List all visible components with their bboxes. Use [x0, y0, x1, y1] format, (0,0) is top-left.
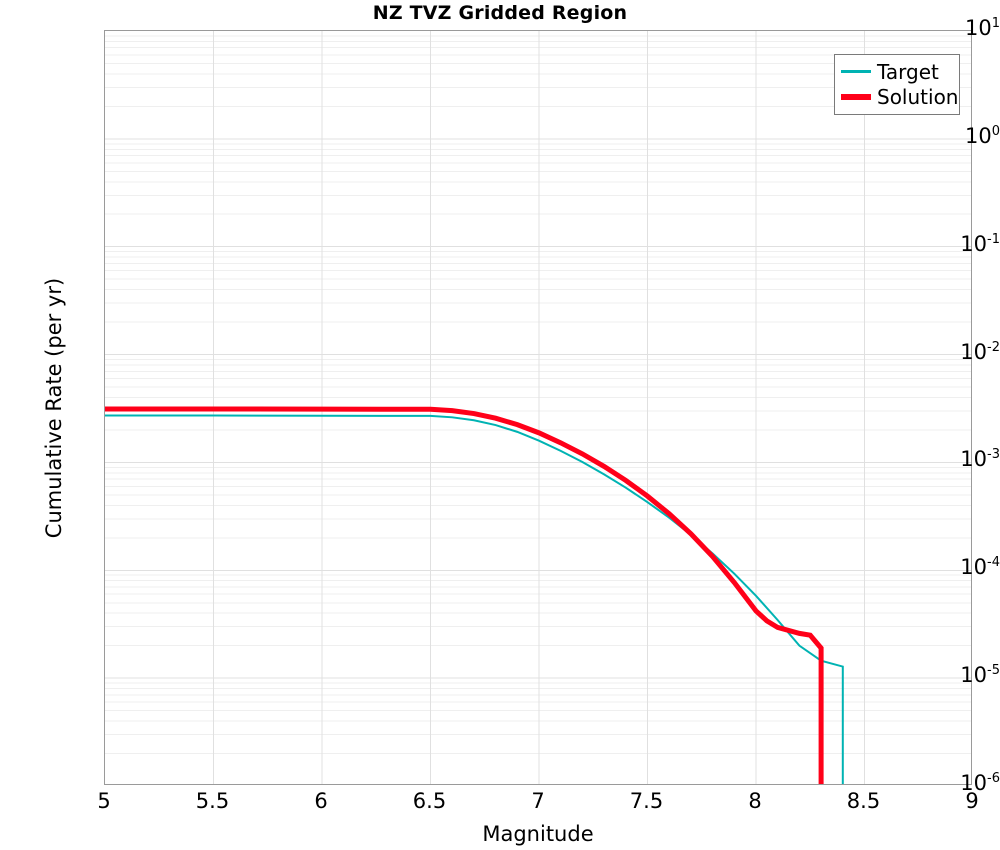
- x-tick-label: 7: [531, 789, 545, 813]
- y-tick-label: 101: [964, 16, 1000, 40]
- y-tick-label: 10-3: [960, 447, 1000, 472]
- y-tick-label: 10-6: [960, 771, 1000, 795]
- y-tick-label: 100: [964, 123, 1000, 148]
- x-tick-label: 6: [314, 789, 328, 813]
- x-tick-label: 6.5: [412, 789, 447, 813]
- legend-label-target: Target: [877, 59, 939, 84]
- series-line-target: [105, 414, 844, 784]
- legend-swatch-solution-icon: [841, 93, 871, 100]
- x-tick-label: 5: [97, 789, 111, 813]
- x-axis-label: Magnitude: [482, 822, 594, 846]
- series-lines: [105, 406, 844, 784]
- legend: Target Solution: [834, 54, 960, 115]
- chart-title: NZ TVZ Gridded Region: [372, 2, 628, 24]
- y-tick-label: 10-2: [960, 339, 1000, 364]
- y-axis-label: Cumulative Rate (per yr): [42, 277, 66, 539]
- y-tick-label: 10-4: [960, 555, 1000, 580]
- x-tick-label: 8: [748, 789, 762, 813]
- series-line-solution: [105, 406, 824, 784]
- x-tick-label: 8.5: [846, 789, 881, 813]
- grid-major-lines: [105, 31, 971, 784]
- legend-label-solution: Solution: [877, 84, 959, 109]
- plot-area: [104, 30, 972, 785]
- x-tick-label: 9: [965, 789, 979, 813]
- legend-swatch-target-icon: [841, 70, 871, 73]
- plot-svg: [105, 31, 971, 784]
- legend-item-solution[interactable]: Solution: [841, 84, 958, 109]
- x-tick-label: 7.5: [629, 789, 664, 813]
- y-tick-label: 10-1: [960, 231, 1000, 256]
- y-tick-label: 10-5: [960, 663, 1000, 688]
- x-tick-label: 5.5: [195, 789, 230, 813]
- legend-item-target[interactable]: Target: [841, 59, 953, 84]
